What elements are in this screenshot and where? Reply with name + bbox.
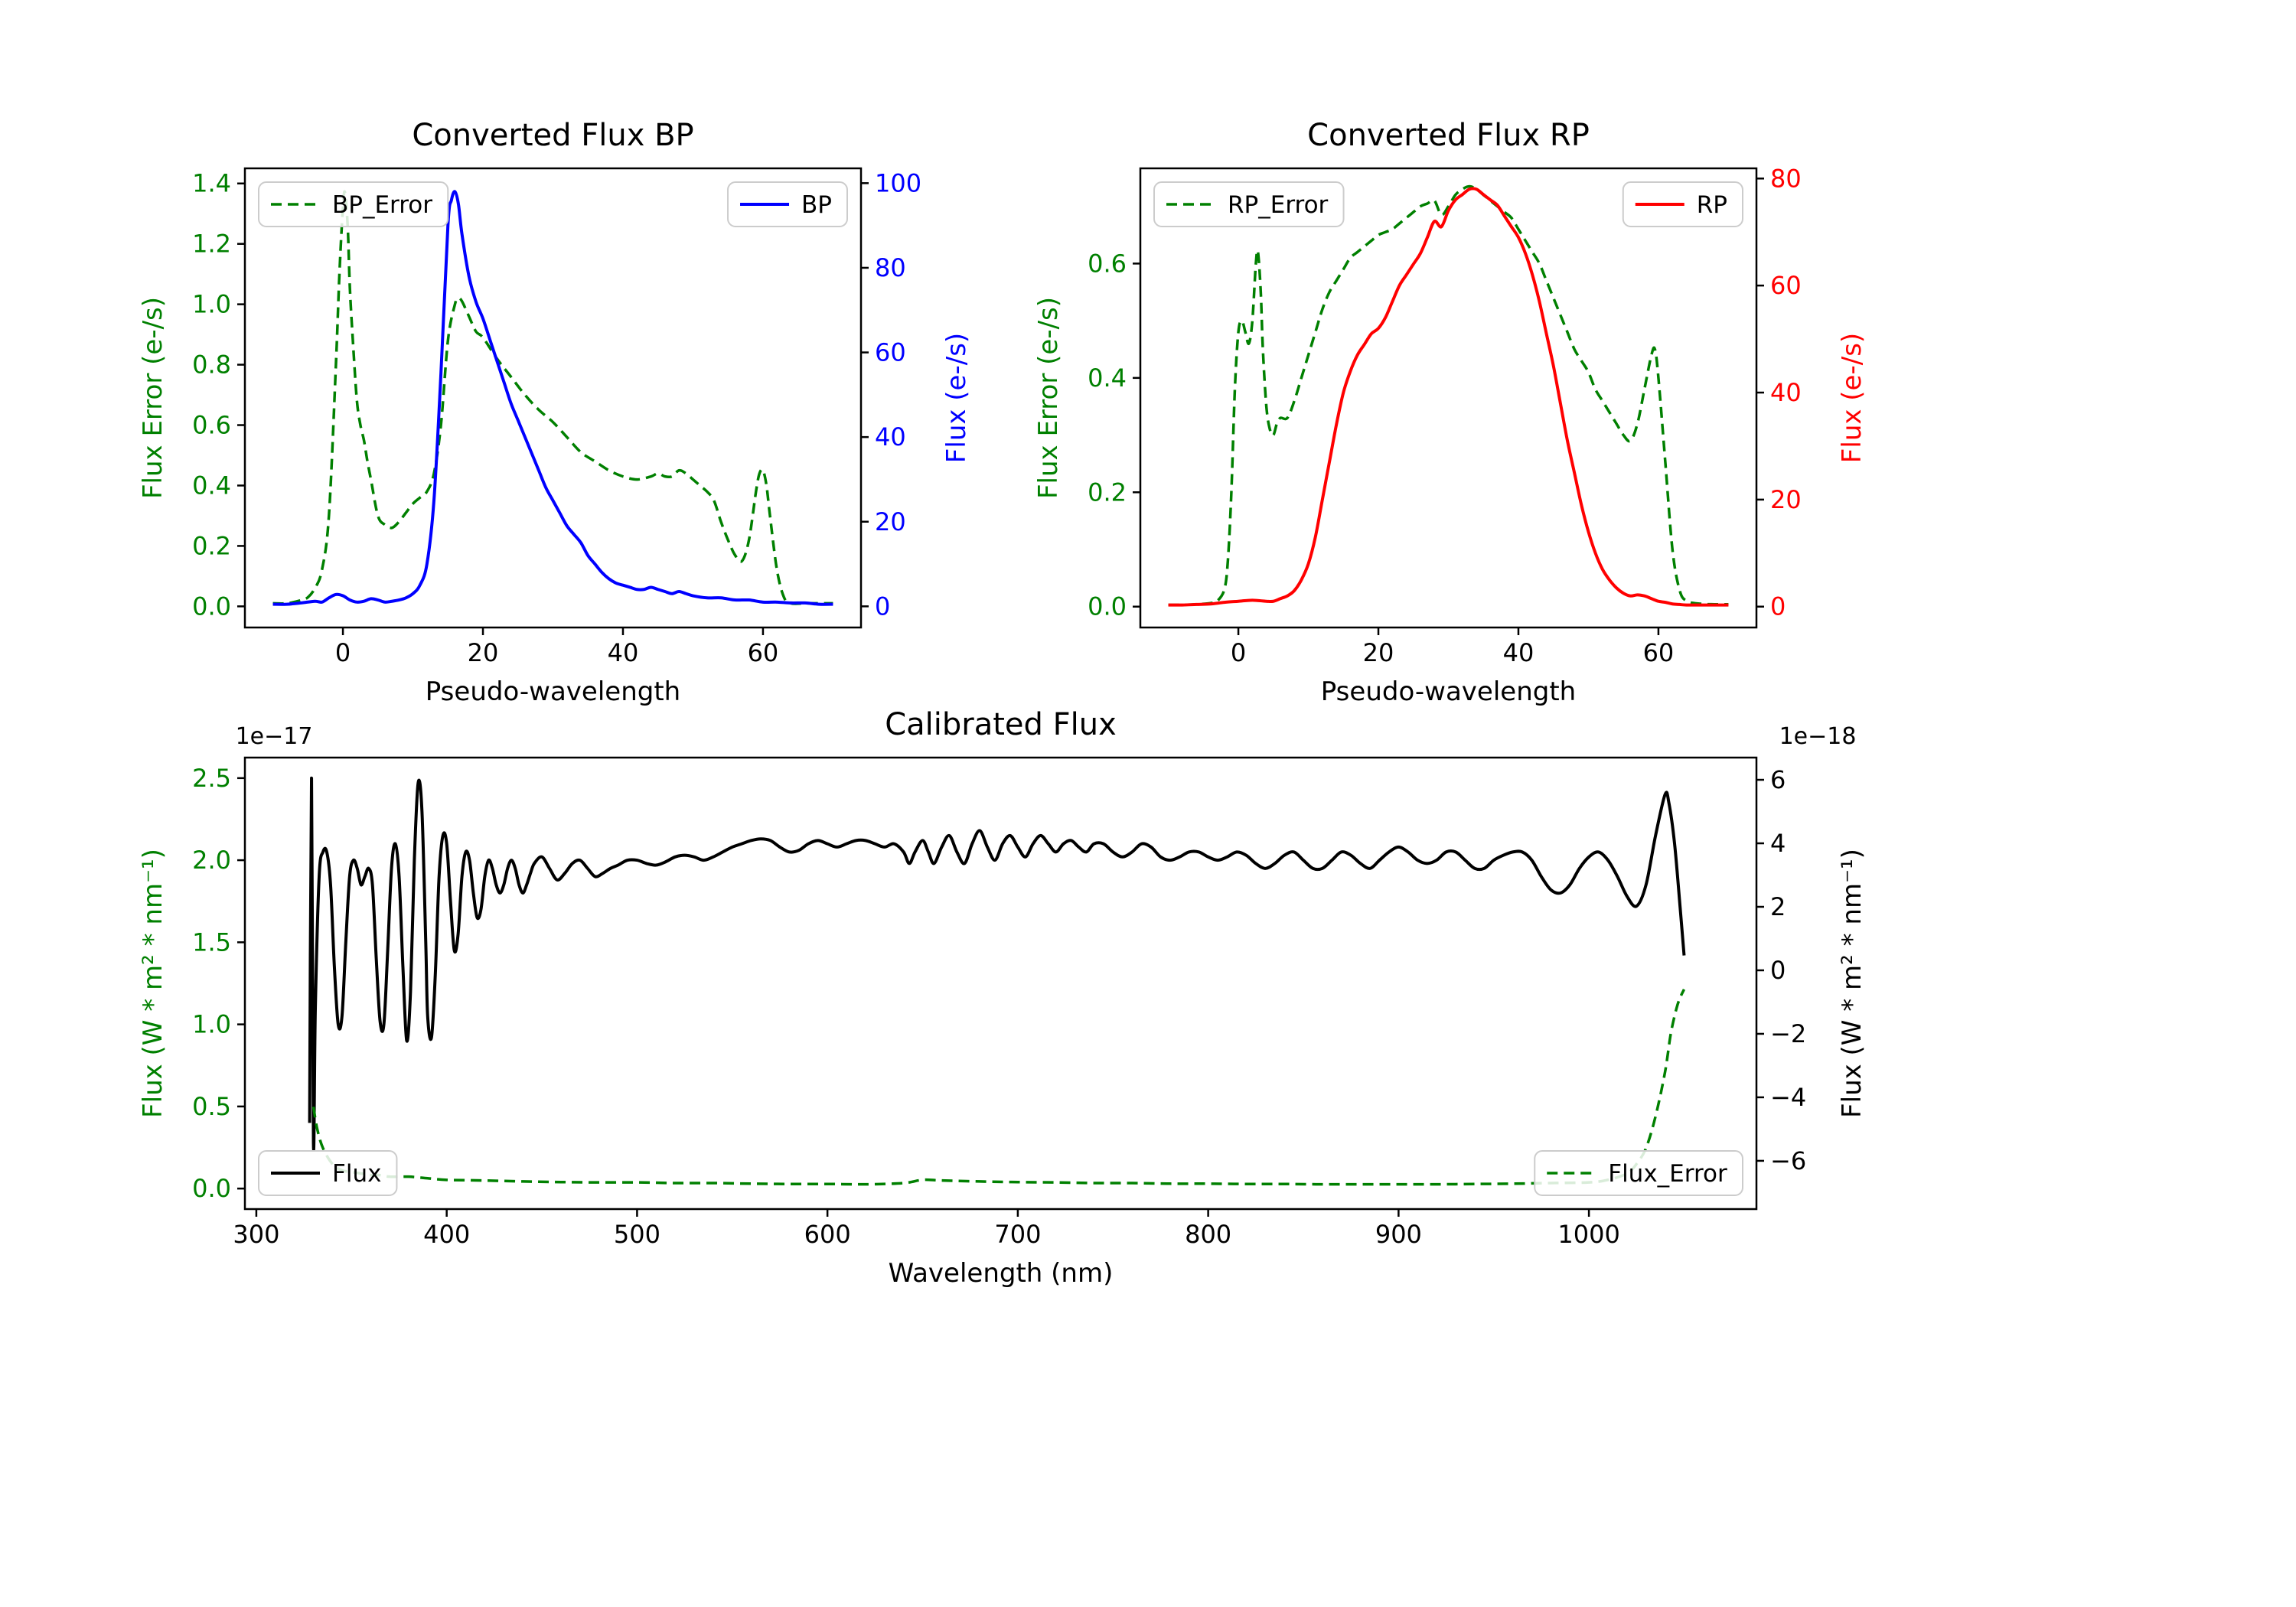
chart-title: Converted Flux RP [1307,118,1590,153]
left-tick-label: 0.4 [1088,363,1127,393]
left-tick-label: 0.6 [192,411,231,440]
axes-spines [243,756,1758,1211]
left-tick-label: 0.4 [192,471,231,500]
x-tick-label: 60 [748,638,779,667]
right-tick-label: 0 [1770,956,1786,985]
left-tick-label: 0.2 [192,531,231,560]
right-tick-label: 100 [875,168,921,197]
x-tick-label: 0 [335,638,351,667]
legend-label-Flux_Error: Flux_Error [1608,1160,1727,1188]
right-axis-label: Flux (e-/s) [1837,333,1867,463]
right-tick-label: 0 [875,592,890,621]
x-tick-label: 600 [804,1220,851,1249]
x-tick-label: 40 [1503,638,1534,667]
legend-frame [1153,181,1345,227]
series-Flux [308,776,1686,1152]
left-axis-label: Flux Error (e-/s) [1033,297,1064,499]
left-tick-label: 1.4 [192,169,231,198]
x-tick-label: 60 [1643,638,1675,667]
legend-frame [1534,1150,1743,1196]
series-RP_Error [1168,184,1729,607]
x-axis-label: Wavelength (nm) [889,1258,1114,1289]
x-axis-label: Pseudo-wavelength [1321,676,1576,707]
right-tick-label: 80 [875,253,906,282]
right-tick-label: 20 [1770,485,1802,514]
left-axis-label: Flux (W * m² * nm⁻¹) [138,849,168,1118]
right-tick-label: 80 [1770,164,1802,193]
chart-title: Converted Flux BP [412,118,693,153]
x-tick-label: 20 [468,638,499,667]
left-tick-label: 1.0 [192,1010,231,1039]
right-tick-label: −6 [1770,1146,1806,1175]
left-tick-label: 0.0 [1088,592,1127,621]
x-tick-label: 300 [233,1220,279,1249]
legend-label-RP_Error: RP_Error [1228,191,1329,219]
right-tick-label: 4 [1770,829,1786,858]
x-tick-label: 900 [1375,1220,1422,1249]
x-tick-label: 700 [994,1220,1041,1249]
axes-spines [1139,167,1758,629]
x-tick-label: 20 [1363,638,1394,667]
legend-BP: BP [727,181,848,227]
left-tick-label: 0.0 [192,592,231,621]
right-tick-label: 2 [1770,892,1786,921]
legend-frame [258,1150,398,1196]
left-tick-label: 0.2 [1088,478,1127,507]
legend-label-BP: BP [801,191,832,219]
legend-label-RP: RP [1697,191,1727,219]
right-tick-label: 60 [1770,271,1802,300]
right-tick-label: 6 [1770,765,1786,794]
right-tick-label: 20 [875,507,906,536]
x-tick-label: 800 [1185,1220,1231,1249]
chart-title: Calibrated Flux [885,707,1117,742]
legend-label-Flux: Flux [332,1160,381,1188]
left-tick-label: 0.8 [192,350,231,380]
right-axis-label: Flux (W * m² * nm⁻¹) [1837,849,1867,1118]
series-Flux_Error [311,989,1686,1186]
legend-Flux_Error: Flux_Error [1534,1150,1743,1196]
series-BP [272,190,833,606]
x-tick-label: 400 [423,1220,470,1249]
right-axis-label: Flux (e-/s) [941,333,972,463]
left-tick-label: 0.5 [192,1092,231,1121]
legend-RP: RP [1622,181,1743,227]
legend-frame [258,181,449,227]
legend-Flux: Flux [258,1150,398,1196]
left-tick-label: 2.5 [192,764,231,793]
left-tick-label: 0.6 [1088,249,1127,278]
legend-RP_Error: RP_Error [1153,181,1345,227]
right-tick-label: −4 [1770,1083,1806,1112]
axes-spines [243,167,863,629]
left-tick-label: 1.0 [192,290,231,319]
left-axis-offset-text: 1e−17 [236,723,313,750]
legend-label-BP_Error: BP_Error [332,191,432,219]
right-tick-label: 0 [1770,592,1786,621]
left-tick-label: 1.5 [192,927,231,957]
right-tick-label: 60 [875,338,906,367]
left-tick-label: 1.2 [192,230,231,259]
right-tick-label: 40 [875,422,906,451]
left-tick-label: 0.0 [192,1174,231,1203]
left-axis-label: Flux Error (e-/s) [138,297,168,499]
right-tick-label: 40 [1770,378,1802,407]
x-axis-label: Pseudo-wavelength [426,676,680,707]
x-tick-label: 0 [1231,638,1246,667]
x-tick-label: 1000 [1557,1220,1619,1249]
series-RP [1168,187,1729,607]
x-tick-label: 500 [614,1220,660,1249]
right-tick-label: −2 [1770,1019,1806,1048]
x-tick-label: 40 [608,638,639,667]
legend-BP_Error: BP_Error [258,181,449,227]
left-tick-label: 2.0 [192,846,231,875]
right-axis-offset-text: 1e−18 [1779,723,1857,750]
